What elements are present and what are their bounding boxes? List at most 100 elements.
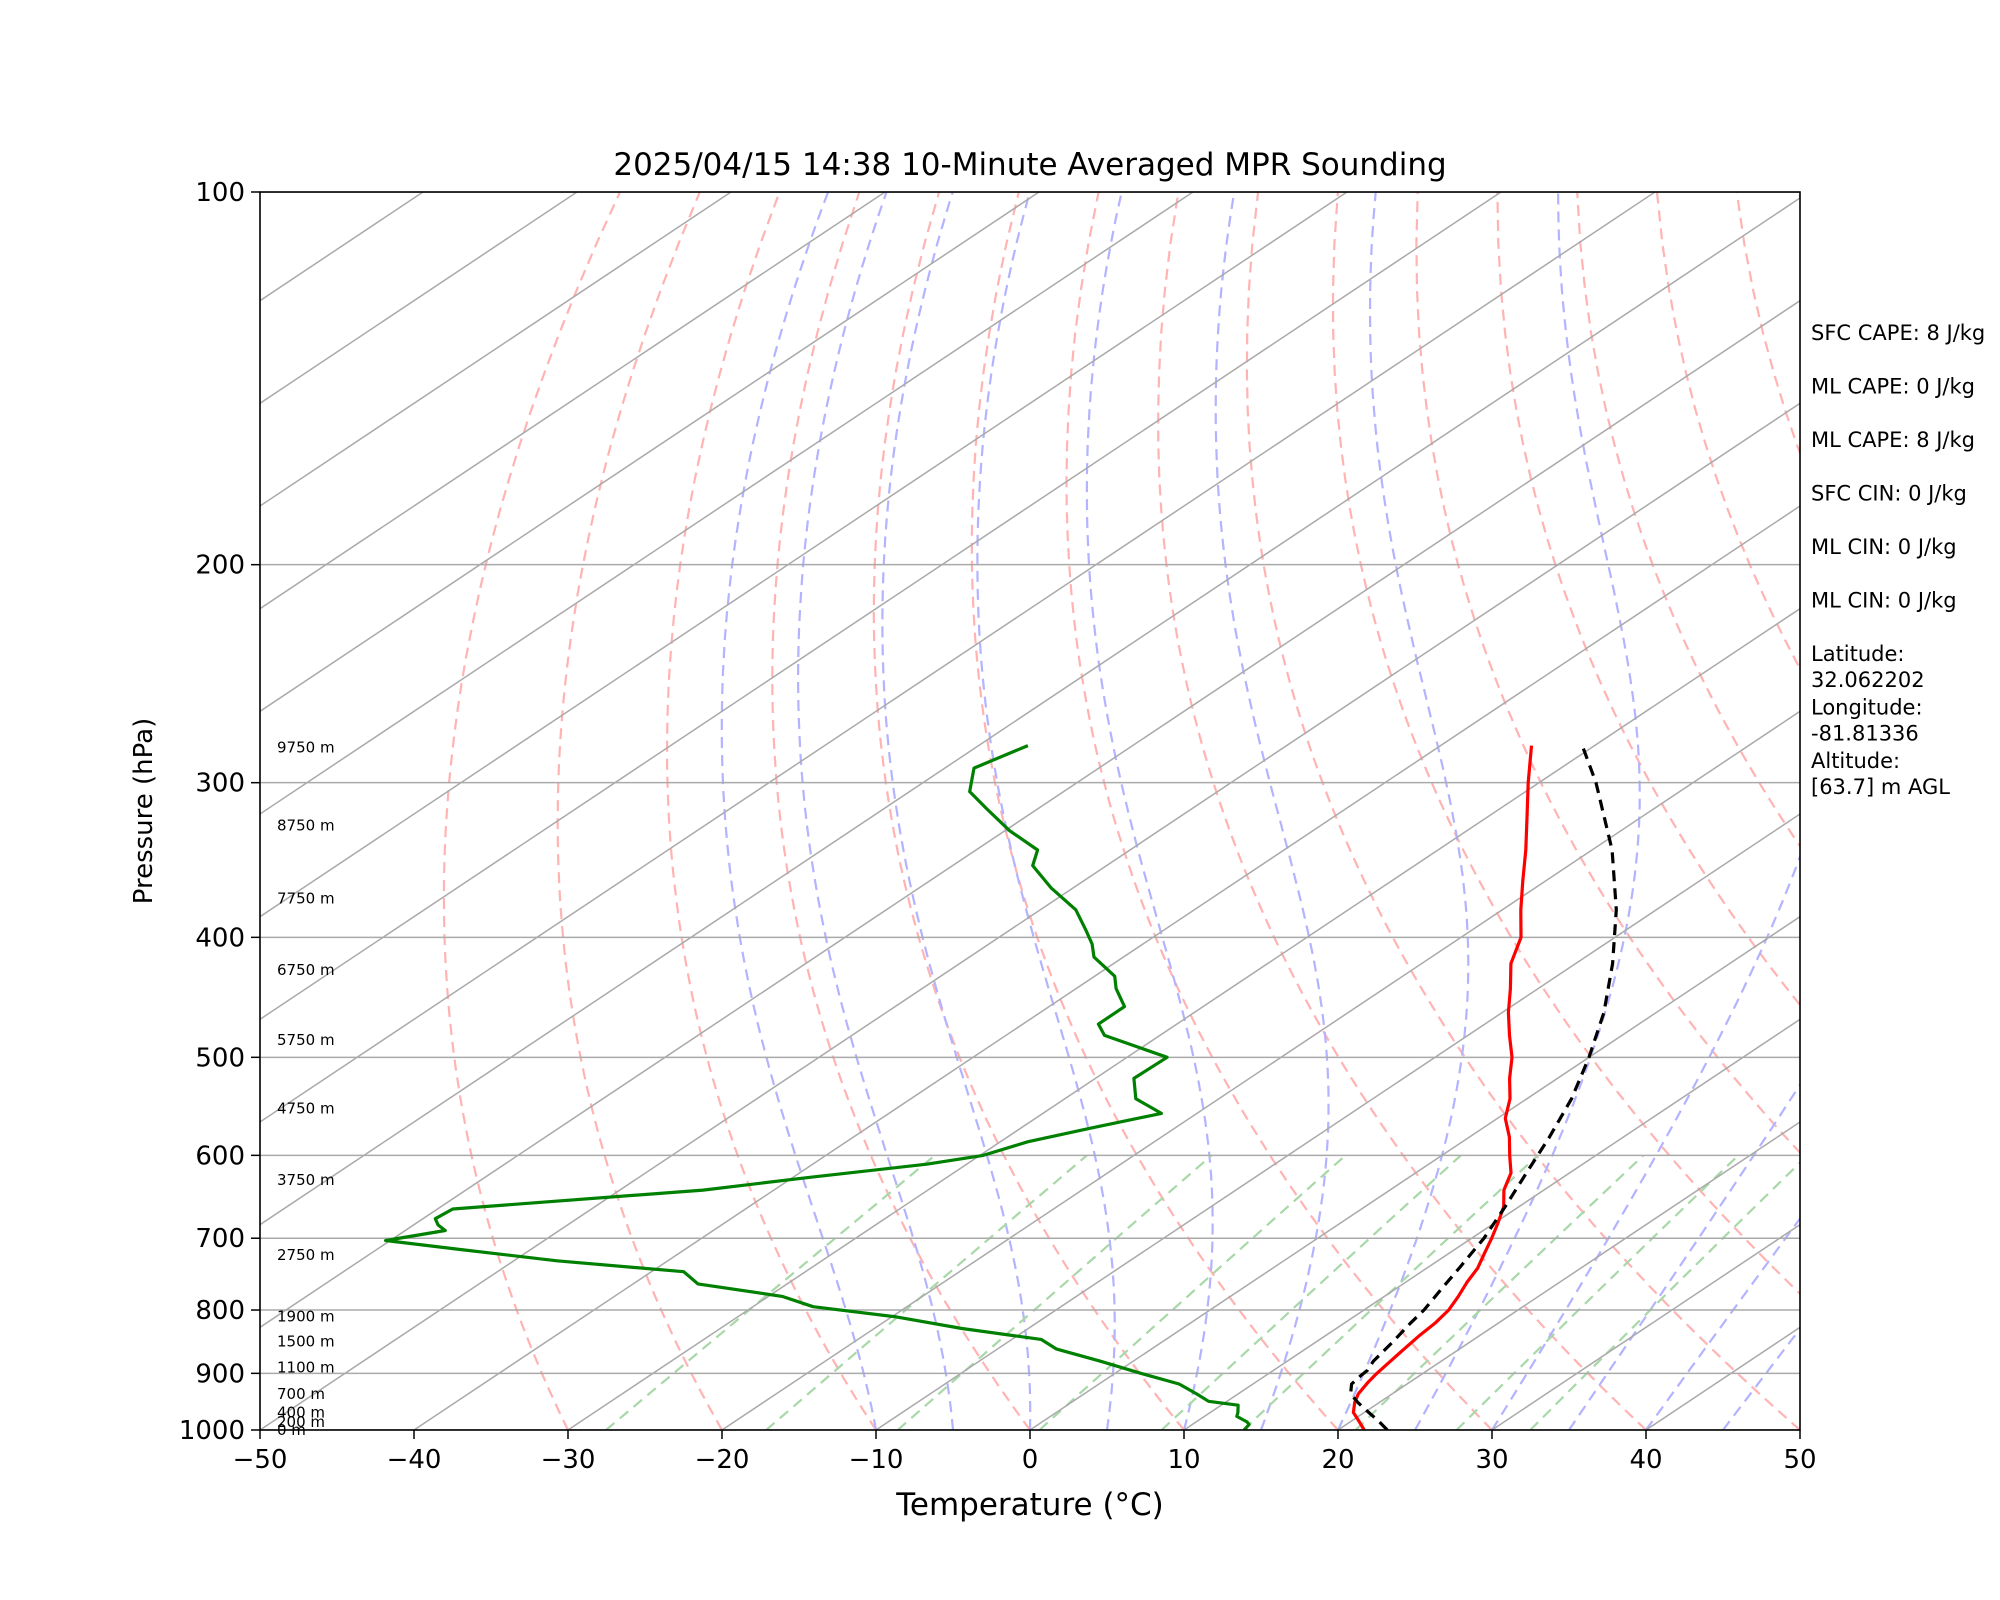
plot-frame bbox=[259, 191, 1801, 1431]
x-tick-label: −30 bbox=[541, 1445, 596, 1475]
x-tick-label: 30 bbox=[1475, 1445, 1508, 1475]
moist-adiabat bbox=[796, 192, 955, 1430]
mixing-ratio-line bbox=[1529, 1161, 1800, 1430]
dry-adiabat bbox=[771, 192, 1031, 1430]
y-tick-label: 500 bbox=[195, 1043, 245, 1073]
isotherm bbox=[413, 505, 1800, 1430]
dry-adiabat bbox=[970, 192, 1339, 1430]
isotherm bbox=[260, 197, 1800, 1226]
y-tick-label: 300 bbox=[195, 769, 245, 799]
x-axis-label: Temperature (°C) bbox=[895, 1487, 1164, 1523]
stat-line: -81.81336 bbox=[1811, 722, 1919, 746]
moist-adiabat bbox=[1414, 192, 1641, 1430]
moist-adiabat bbox=[720, 192, 878, 1430]
moist-adiabat bbox=[1337, 192, 1470, 1430]
stat-line: ML CAPE: 8 J/kg bbox=[1811, 428, 1975, 452]
isotherm bbox=[1029, 915, 1800, 1430]
parcel-profile bbox=[1348, 745, 1618, 1430]
x-tick-label: 0 bbox=[1022, 1445, 1039, 1475]
height-label: 200 m bbox=[277, 1413, 325, 1431]
stat-line: ML CAPE: 0 J/kg bbox=[1811, 375, 1975, 399]
y-tick-label: 800 bbox=[195, 1296, 245, 1326]
stat-line: Latitude: bbox=[1811, 642, 1905, 666]
dry-adiabat bbox=[1065, 192, 1493, 1430]
stat-label: Latitude: 32.062202 bbox=[1811, 642, 1925, 692]
y-axis-ticks: 100 200 300 400 500 600 700 800 900 1000 bbox=[179, 178, 260, 1446]
x-tick-label: −20 bbox=[695, 1445, 750, 1475]
isotherm bbox=[1337, 1121, 1800, 1430]
height-label: 4750 m bbox=[277, 1100, 335, 1118]
stat-line: ML CIN: 0 J/kg bbox=[1811, 535, 1957, 559]
x-axis-ticks: −50 −40 −30 −20 −10 0 10 20 30 40 50 bbox=[233, 1430, 1817, 1475]
dry-adiabat bbox=[442, 192, 622, 1430]
x-tick-label: 40 bbox=[1629, 1445, 1662, 1475]
dry-adiabat bbox=[556, 192, 723, 1430]
moist-adiabat bbox=[1085, 192, 1214, 1430]
x-tick-label: 50 bbox=[1783, 1445, 1816, 1475]
height-label: 2750 m bbox=[277, 1246, 335, 1264]
isotherm bbox=[260, 192, 886, 610]
isotherm bbox=[260, 192, 1502, 1021]
dry-adiabat bbox=[1245, 192, 1800, 1430]
isotherm bbox=[875, 813, 1800, 1430]
stat-line: SFC CIN: 0 J/kg bbox=[1811, 482, 1967, 506]
height-label: 700 m bbox=[277, 1385, 325, 1403]
height-label: 3750 m bbox=[277, 1171, 335, 1189]
y-tick-label: 200 bbox=[195, 551, 245, 581]
temperature-profile bbox=[1351, 745, 1534, 1430]
stat-line: 32.062202 bbox=[1811, 668, 1925, 692]
height-label: 1100 m bbox=[277, 1358, 335, 1376]
isotherm bbox=[260, 192, 732, 507]
moist-adiabat bbox=[1214, 192, 1330, 1430]
height-label: 1900 m bbox=[277, 1308, 335, 1326]
mixing-ratio-line bbox=[765, 1154, 1088, 1430]
moist-adiabat bbox=[976, 192, 1116, 1430]
dry-adiabat bbox=[872, 192, 1185, 1430]
stat-line: Altitude: bbox=[1811, 749, 1900, 773]
x-tick-label: 10 bbox=[1167, 1445, 1200, 1475]
stat-line: Longitude: bbox=[1811, 696, 1923, 720]
isotherm bbox=[260, 299, 1800, 1329]
mixing-ratio-line bbox=[1038, 1154, 1347, 1430]
stat-label: Longitude: -81.81336 bbox=[1811, 696, 1923, 746]
x-tick-label: 20 bbox=[1321, 1445, 1354, 1475]
height-label: 400 m bbox=[277, 1404, 325, 1422]
dry-adiabat bbox=[1157, 192, 1647, 1430]
height-label: 5750 m bbox=[277, 1031, 335, 1049]
dry-adiabat bbox=[665, 192, 877, 1430]
dry-adiabat bbox=[1976, 192, 2000, 1430]
isotherm bbox=[721, 710, 1800, 1430]
y-tick-label: 900 bbox=[195, 1359, 245, 1389]
isotherm bbox=[260, 192, 1348, 918]
sounding-stats: SFC CAPE: 8 J/kg ML CAPE: 0 J/kg ML CAPE: … bbox=[1811, 321, 1985, 799]
dry-adiabat bbox=[1415, 192, 1800, 1155]
stat-label: SFC CAPE: 8 J/kg bbox=[1811, 321, 1985, 345]
isotherm bbox=[260, 402, 1800, 1430]
moist-adiabat bbox=[881, 192, 1032, 1430]
mixing-ratio-line bbox=[1354, 1154, 1645, 1430]
mixing-ratio-line bbox=[605, 1154, 936, 1430]
y-tick-label: 600 bbox=[195, 1141, 245, 1171]
mixing-ratio-line bbox=[1242, 1154, 1539, 1430]
dry-adiabat bbox=[1331, 192, 1800, 1296]
isotherm bbox=[260, 192, 1194, 815]
y-tick-label: 1000 bbox=[179, 1416, 245, 1446]
mixing-ratio-line bbox=[1160, 1154, 1462, 1430]
isotherm bbox=[260, 192, 578, 405]
height-label: 7750 m bbox=[277, 889, 335, 907]
isotherm bbox=[260, 192, 1040, 713]
x-tick-label: −40 bbox=[387, 1445, 442, 1475]
moist-adiabat bbox=[1722, 1327, 1800, 1430]
stat-line: ML CIN: 0 J/kg bbox=[1811, 589, 1957, 613]
stat-label: ML CAPE: 8 J/kg bbox=[1811, 428, 1975, 452]
height-label: 1500 m bbox=[277, 1332, 335, 1350]
x-tick-label: −50 bbox=[233, 1445, 288, 1475]
height-label: 9750 m bbox=[277, 738, 335, 756]
y-tick-label: 400 bbox=[195, 923, 245, 953]
y-tick-label: 700 bbox=[195, 1224, 245, 1254]
y-axis-label: Pressure (hPa) bbox=[129, 718, 159, 905]
height-label: 8750 m bbox=[277, 817, 335, 835]
stat-label: ML CIN: 0 J/kg bbox=[1811, 535, 1957, 559]
mixing-ratio-line bbox=[897, 1154, 1213, 1430]
